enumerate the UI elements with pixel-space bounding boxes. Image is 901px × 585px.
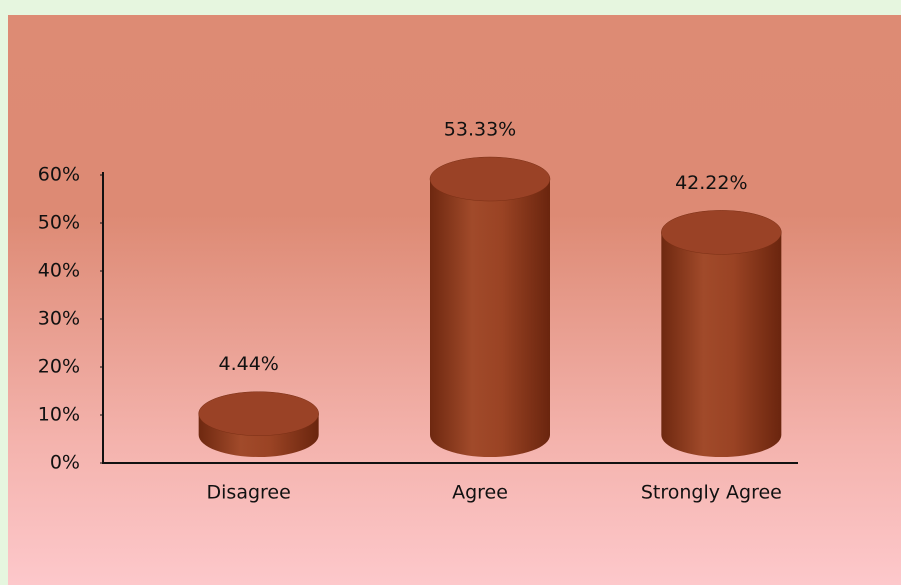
y-tick-label: 40% bbox=[38, 260, 80, 282]
x-tick-label: Disagree bbox=[207, 482, 291, 504]
value-label: 53.33% bbox=[444, 119, 516, 141]
value-label: 4.44% bbox=[218, 353, 278, 375]
y-tick-label: 30% bbox=[38, 308, 80, 330]
x-tick-label: Strongly Agree bbox=[641, 482, 782, 504]
cylinder-top bbox=[661, 210, 782, 255]
y-tick-label: 60% bbox=[38, 164, 80, 186]
y-tick-label: 50% bbox=[38, 212, 80, 234]
x-tick-label: Agree bbox=[452, 482, 508, 504]
value-label: 42.22% bbox=[675, 172, 747, 194]
y-tick-label: 20% bbox=[38, 356, 80, 378]
cylinder bbox=[430, 179, 550, 458]
y-tick-label: 0% bbox=[50, 452, 80, 474]
cylinder-top bbox=[198, 391, 319, 436]
y-tick-label: 10% bbox=[38, 404, 80, 426]
cylinder bbox=[661, 232, 782, 457]
cylinder-top bbox=[429, 156, 551, 202]
